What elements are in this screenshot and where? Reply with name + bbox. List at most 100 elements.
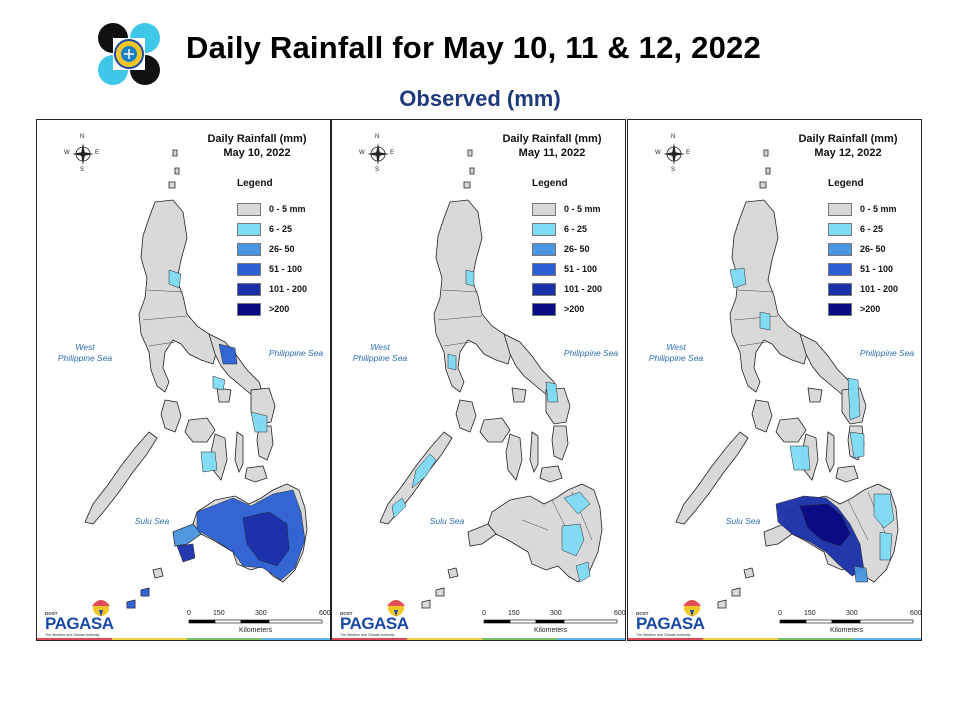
legend-swatch: [237, 302, 261, 316]
island-shape: [765, 167, 771, 175]
legend-swatch: [532, 282, 556, 296]
island-shape: [172, 149, 178, 157]
province-boundary: [739, 341, 767, 347]
legend-label: 0 - 5 mm: [269, 204, 306, 214]
compass-w-label: W: [64, 150, 70, 156]
island-shape: [168, 181, 176, 189]
compass-rose-icon: [367, 143, 389, 165]
philippine-sea-label: Philippine Sea: [563, 348, 619, 358]
philippine-sea-label: Philippine Sea: [859, 348, 915, 358]
island-shape: [835, 465, 859, 483]
scale-bar: [779, 619, 914, 624]
rainfall-area: [126, 599, 136, 609]
legend-swatch: [237, 242, 261, 256]
page-title: Daily Rainfall for May 10, 11 & 12, 2022: [186, 30, 761, 65]
legend-swatch: [532, 302, 556, 316]
rainfall-area: [853, 565, 869, 583]
rainfall-area: [729, 267, 747, 289]
island-shape: [539, 465, 563, 483]
scale-tick-label: 0: [187, 610, 191, 617]
sulu-sea-label: Sulu Sea: [725, 516, 761, 526]
legend-item: 0 - 5 mm: [237, 202, 306, 216]
pagasa-tagline: The Weather and Climate Authority: [45, 633, 100, 637]
pagasa-wordmark: PAGASA: [45, 614, 114, 633]
brand-color-strip: [112, 638, 187, 640]
legend-item: 101 - 200: [532, 282, 602, 296]
map-panel-may-12: Daily Rainfall (mm) May 12, 2022 N S E W Legen…: [627, 119, 922, 641]
island-shape: [529, 431, 539, 474]
island-shape: [216, 387, 232, 403]
island-shape: [763, 149, 769, 157]
compass-w-label: W: [655, 150, 661, 156]
compass-s-label: S: [671, 167, 676, 173]
legend-swatch: [828, 302, 852, 316]
panel-title-line1: Daily Rainfall (mm): [798, 133, 898, 145]
island-shape: [256, 425, 274, 461]
island-shape: [551, 425, 569, 461]
compass-n-label: N: [671, 134, 676, 140]
scale-tick-label: 0: [482, 610, 486, 617]
brand-color-strip: [482, 638, 557, 640]
legend-item: 51 - 100: [532, 262, 597, 276]
panel-title-date: May 11, 2022: [518, 147, 586, 159]
scale-tick-label: 600: [910, 610, 922, 617]
brand-color-strip: [262, 638, 330, 640]
scale-unit-label: Kilometers: [830, 627, 864, 634]
province-boundary: [142, 315, 188, 321]
legend-label: 51 - 100: [564, 264, 598, 274]
page-subtitle: Observed (mm): [399, 86, 561, 111]
legend-title: Legend: [532, 178, 568, 189]
legend-label: 0 - 5 mm: [564, 204, 601, 214]
compass-s-label: S: [375, 167, 380, 173]
scale-tick-label: 150: [508, 610, 520, 617]
west-philippine-sea-label: West Philippine Sea: [350, 342, 410, 364]
brand-color-strip: [703, 638, 778, 640]
panel-title: Daily Rainfall (mm) May 12, 2022: [778, 132, 918, 160]
compass-rose-icon: [663, 143, 685, 165]
island-shape: [244, 465, 268, 483]
rainfall-area: [799, 503, 851, 547]
province-boundary: [146, 289, 184, 293]
pagasa-tagline: The Weather and Climate Authority: [340, 633, 395, 637]
legend-title: Legend: [828, 178, 864, 189]
province-boundary: [148, 341, 176, 347]
legend-swatch: [237, 262, 261, 276]
scale-bar: [483, 619, 618, 624]
island-shape: [731, 587, 741, 597]
legend-item: 6 - 25: [532, 222, 587, 236]
rainfall-area: [873, 493, 895, 529]
legend-swatch: [828, 262, 852, 276]
island-shape: [467, 149, 473, 157]
legend-swatch: [532, 262, 556, 276]
scale-unit-label: Kilometers: [534, 627, 568, 634]
compass-n-label: N: [375, 134, 380, 140]
pagasa-mascot-icon: [387, 600, 405, 617]
panel-title: Daily Rainfall (mm) May 10, 2022: [187, 132, 327, 160]
pagasa-wordmark: PAGASA: [636, 614, 705, 633]
philippine-sea-label: Philippine Sea: [268, 348, 324, 358]
rainfall-area: [250, 411, 268, 433]
sea-label-line: West: [75, 342, 95, 352]
legend-item: 6 - 25: [237, 222, 292, 236]
west-philippine-sea-label: West Philippine Sea: [55, 342, 115, 364]
rainfall-area: [563, 491, 591, 515]
province-boundary: [443, 341, 471, 347]
pagasa-wordmark: PAGASA: [340, 614, 409, 633]
panel-title-line1: Daily Rainfall (mm): [502, 133, 602, 145]
compass-e-label: E: [390, 150, 395, 156]
legend-item: 6 - 25: [828, 222, 883, 236]
dost-label: DOST: [45, 611, 58, 616]
compass-rose-icon: [72, 143, 94, 165]
legend-label: 26- 50: [269, 244, 295, 254]
scale-unit-label: Kilometers: [239, 627, 273, 634]
panel-title-date: May 10, 2022: [223, 147, 291, 159]
brand-color-strip: [37, 638, 112, 640]
legend-swatch: [828, 202, 852, 216]
scale-tick-label: 600: [614, 610, 626, 617]
sea-label-line: West: [666, 342, 686, 352]
rainfall-area: [391, 497, 407, 519]
rainfall-area: [218, 343, 238, 365]
philippines-map: [332, 143, 625, 640]
scale-tick-label: 300: [846, 610, 858, 617]
pagasa-mascot-icon: [683, 600, 701, 617]
